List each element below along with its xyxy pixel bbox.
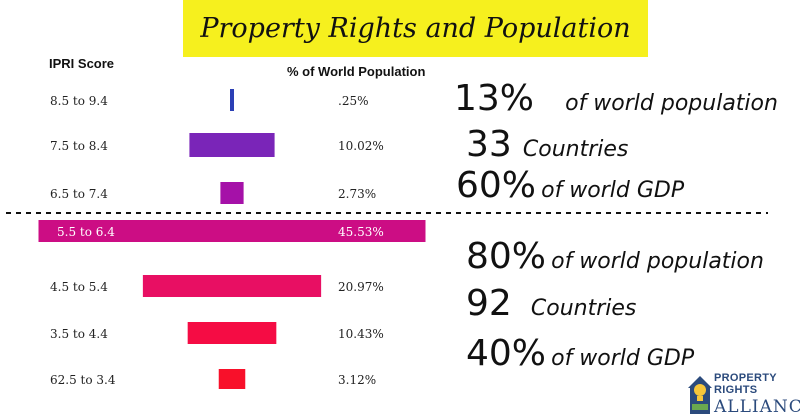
category-label-6: 62.5 to 3.4 <box>50 373 116 387</box>
bar-1 <box>189 133 275 157</box>
bar-6 <box>218 369 246 389</box>
group1-countries-stat: 33 Countries <box>466 124 628 165</box>
value-label-1: 10.02% <box>338 139 384 153</box>
group2-countries-stat: 92 Countries <box>466 283 636 324</box>
value-label-2: 2.73% <box>338 187 376 201</box>
value-label-0: .25% <box>338 94 369 108</box>
group2-countries-text: Countries <box>530 296 637 321</box>
category-label-2: 6.5 to 7.4 <box>50 187 108 201</box>
group1-pop-value: 13% <box>454 78 535 119</box>
group2-countries-value: 92 <box>466 283 512 324</box>
category-label-1: 7.5 to 8.4 <box>50 139 108 153</box>
alliance-logo: PROPERTY RIGHTS ALLIANCE <box>688 370 800 417</box>
value-label-5: 10.43% <box>338 327 384 341</box>
population-header: % of World Population <box>287 64 426 79</box>
group1-countries-text: Countries <box>522 137 629 162</box>
group2-pop-value: 80% <box>466 236 547 277</box>
value-label-3: 45.53% <box>338 225 384 239</box>
group1-gdp-text: of world GDP <box>541 178 685 203</box>
group1-gdp-stat: 60% of world GDP <box>456 165 684 206</box>
bar-4 <box>142 275 322 297</box>
value-label-4: 20.97% <box>338 280 384 294</box>
bar-5 <box>187 322 277 344</box>
score-header: IPRI Score <box>49 56 115 71</box>
bar-2 <box>220 182 244 204</box>
group1-countries-value: 33 <box>466 124 512 165</box>
logo-line2: ALLIANCE <box>714 397 800 417</box>
title-banner: Property Rights and Population <box>183 0 648 57</box>
bar-3 <box>38 220 426 242</box>
lightbulb-house-icon <box>688 376 712 414</box>
group2-pop-text: of world population <box>551 249 764 274</box>
group1-population-stat: 13% of world population <box>454 78 778 119</box>
group2-population-stat: 80% of world population <box>466 236 764 277</box>
chart-title: Property Rights and Population <box>200 13 631 44</box>
group2-gdp-value: 40% <box>466 333 547 374</box>
group1-pop-text: of world population <box>565 91 778 116</box>
bar-0 <box>230 89 234 111</box>
category-label-0: 8.5 to 9.4 <box>50 94 108 108</box>
category-label-4: 4.5 to 5.4 <box>50 280 108 294</box>
group1-gdp-value: 60% <box>456 165 537 206</box>
logo-line1: PROPERTY RIGHTS <box>714 372 777 396</box>
category-label-3: 5.5 to 6.4 <box>57 225 115 239</box>
group2-gdp-text: of world GDP <box>551 346 695 371</box>
group2-gdp-stat: 40% of world GDP <box>466 333 694 374</box>
value-label-6: 3.12% <box>338 373 376 387</box>
category-label-5: 3.5 to 4.4 <box>50 327 108 341</box>
